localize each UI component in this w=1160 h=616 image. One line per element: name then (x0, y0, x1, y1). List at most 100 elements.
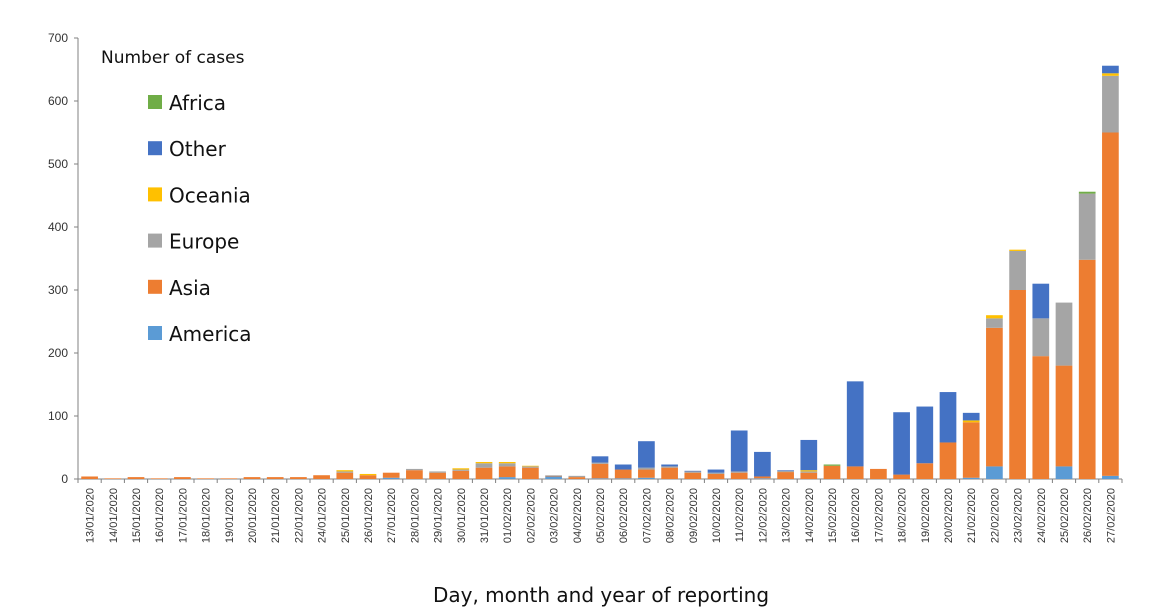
legend-title: Number of cases (101, 48, 245, 68)
bar-segment-oceania (962, 420, 980, 423)
bar-segment-europe (638, 467, 655, 470)
bar-segment-europe (707, 472, 725, 474)
bar-segment-asia (81, 476, 98, 479)
x-tick-label: 10/02/2020 (711, 488, 723, 543)
x-tick-label: 15/02/2020 (827, 488, 839, 543)
x-tick-label: 25/02/2020 (1059, 488, 1071, 543)
y-tick-label: 500 (48, 157, 68, 171)
bar-segment-asia (962, 422, 980, 478)
bar-segment-asia (986, 327, 1003, 467)
bar-segment-europe (684, 471, 702, 473)
bar-segment-asia (429, 472, 446, 479)
bar-segment-other (684, 470, 702, 472)
legend-swatch-asia (148, 279, 162, 294)
x-tick-label: 27/02/2020 (1105, 488, 1117, 543)
bar-segment-africa (823, 464, 841, 466)
x-tick-label: 21/02/2020 (966, 488, 978, 543)
x-tick-label: 03/02/2020 (549, 488, 561, 543)
legend-swatch-america (148, 326, 162, 340)
bar-segment-oceania (452, 468, 470, 470)
x-tick-label: 26/02/2020 (1082, 488, 1094, 543)
x-tick-label: 16/02/2020 (850, 488, 862, 543)
bar-segment-asia (730, 472, 748, 479)
x-tick-label: 13/01/2020 (85, 488, 97, 543)
bar-segment-europe (452, 469, 470, 471)
bar-segment-other (939, 392, 957, 443)
bar-segment-asia (1102, 132, 1119, 476)
y-axis-ticks: 0 100 200 300 400 500 600 700 (48, 31, 78, 486)
bar-segment-america (638, 477, 655, 479)
bar-segment-asia (754, 476, 771, 479)
x-axis-label: Day, month and year of reporting (433, 583, 769, 607)
bar-segment-europe (498, 463, 516, 467)
x-tick-label: 29/01/2020 (433, 488, 445, 543)
bar-segment-europe (1055, 302, 1073, 366)
bar-segment-asia (104, 478, 122, 479)
bar-segment-asia (614, 469, 632, 479)
bar-segment-asia (661, 467, 678, 479)
y-tick-label: 100 (48, 409, 68, 423)
legend-swatch-europe (148, 233, 162, 248)
bar-segment-other (846, 381, 864, 467)
bar-segment-asia (220, 478, 238, 479)
y-tick-label: 400 (48, 220, 68, 234)
bar-segment-other (754, 451, 771, 477)
x-tick-label: 19/01/2020 (224, 488, 236, 543)
x-tick-label: 14/02/2020 (804, 488, 816, 543)
bar-segment-oceania (359, 473, 377, 476)
legend-swatch-oceania (148, 187, 162, 202)
bar-segment-america (1055, 466, 1073, 479)
x-tick-label: 25/01/2020 (340, 488, 352, 543)
x-tick-label: 01/02/2020 (502, 488, 514, 543)
bar-segment-asia (707, 473, 725, 479)
bar-segment-asia (870, 468, 887, 479)
bar-segment-oceania (498, 461, 516, 464)
bar-segment-other (707, 469, 725, 473)
bar-segment-europe (475, 463, 493, 468)
bar-segment-america (545, 476, 562, 479)
bar-segment-asia (290, 477, 307, 479)
legend-label-america: America (169, 322, 252, 346)
x-tick-label: 24/01/2020 (317, 488, 329, 543)
x-tick-label: 12/02/2020 (757, 488, 769, 543)
bar-segment-oceania (986, 315, 1003, 319)
x-tick-label: 16/01/2020 (154, 488, 166, 543)
x-tick-label: 23/02/2020 (1013, 488, 1025, 543)
bar-segment-asia (498, 466, 516, 478)
x-tick-label: 17/02/2020 (873, 488, 885, 543)
x-tick-label: 02/02/2020 (525, 488, 537, 543)
bar-segment-america (498, 477, 516, 479)
bar-segment-asia (684, 472, 702, 479)
bar-segment-america (962, 477, 980, 479)
bar-segment-america (382, 477, 400, 479)
bar-segment-asia (800, 472, 818, 479)
bar-segment-other (962, 412, 980, 421)
bar-segment-asia (939, 442, 957, 479)
x-tick-label: 22/01/2020 (293, 488, 305, 543)
x-tick-label: 11/02/2020 (734, 488, 746, 542)
bar-segment-europe (730, 471, 748, 473)
bar-segment-america (986, 466, 1003, 479)
bar-segment-europe (1009, 250, 1026, 290)
y-tick-label: 200 (48, 346, 68, 360)
x-tick-label: 18/02/2020 (897, 488, 909, 543)
bar-segment-europe (777, 470, 794, 473)
bar-segment-asia (846, 466, 864, 479)
x-tick-label: 08/02/2020 (665, 488, 677, 543)
bar-segment-europe (429, 471, 446, 473)
bar-segment-other (777, 470, 794, 471)
legend-label-oceania: Oceania (169, 183, 251, 207)
bar-segment-other (893, 412, 910, 475)
x-tick-label: 06/02/2020 (618, 488, 630, 543)
bar-segment-europe (336, 471, 354, 473)
bar-segment-oceania (1009, 249, 1026, 251)
x-tick-label: 07/02/2020 (641, 488, 653, 543)
bar-segment-europe (591, 462, 609, 464)
x-axis-ticks: 13/01/2020 14/01/2020 15/01/2020 16/01/2020… (77, 479, 1123, 543)
x-tick-label: 18/01/2020 (201, 488, 213, 543)
bar-segment-europe (406, 468, 423, 471)
bar-segment-america (1102, 475, 1119, 479)
x-tick-label: 22/02/2020 (989, 488, 1001, 543)
x-tick-label: 09/02/2020 (688, 488, 700, 543)
